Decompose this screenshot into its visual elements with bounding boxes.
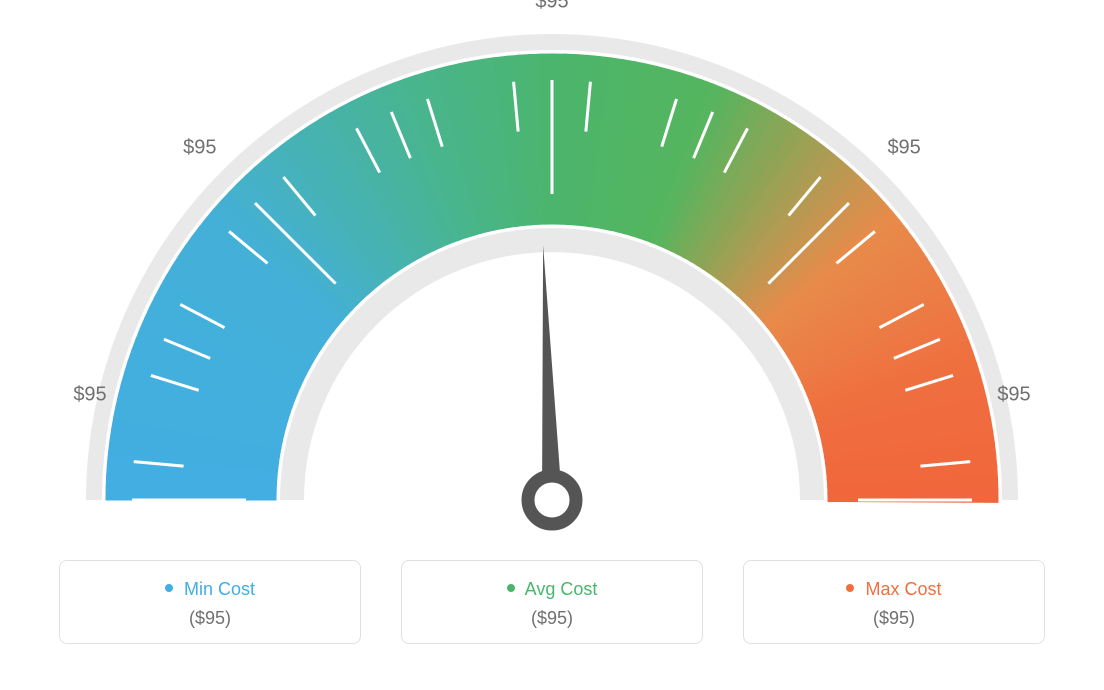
gauge-tick-label: $95 xyxy=(887,136,920,159)
legend-label-min: Min Cost xyxy=(184,579,255,599)
legend-dot-avg xyxy=(507,584,515,592)
legend-value-avg: ($95) xyxy=(402,608,702,629)
legend-dot-min xyxy=(165,584,173,592)
legend-title-max: Max Cost xyxy=(744,579,1044,600)
gauge-svg xyxy=(0,0,1104,560)
legend-title-min: Min Cost xyxy=(60,579,360,600)
gauge-tick-label: $95 xyxy=(997,384,1030,407)
legend-title-avg: Avg Cost xyxy=(402,579,702,600)
legend-value-max: ($95) xyxy=(744,608,1044,629)
gauge-tick-label: $95 xyxy=(183,136,216,159)
legend-card-avg: Avg Cost ($95) xyxy=(401,560,703,644)
legend-dot-max xyxy=(846,584,854,592)
legend-label-max: Max Cost xyxy=(865,579,941,599)
legend-row: Min Cost ($95) Avg Cost ($95) Max Cost (… xyxy=(0,560,1104,664)
legend-label-avg: Avg Cost xyxy=(525,579,598,599)
legend-card-max: Max Cost ($95) xyxy=(743,560,1045,644)
gauge-tick-label: $95 xyxy=(73,384,106,407)
gauge-tick-label: $95 xyxy=(535,0,568,14)
legend-value-min: ($95) xyxy=(60,608,360,629)
gauge-chart: $95 $95 $95 $95 $95 xyxy=(0,0,1104,560)
legend-card-min: Min Cost ($95) xyxy=(59,560,361,644)
